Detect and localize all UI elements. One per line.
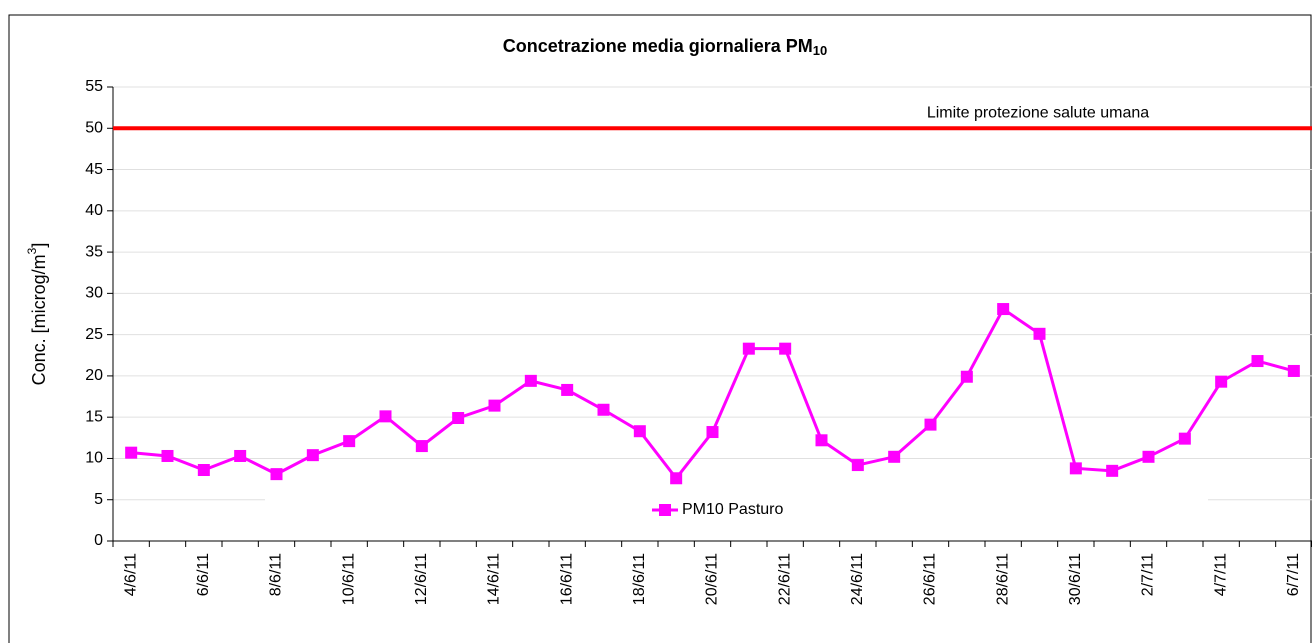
legend-label: PM10 Pasturo bbox=[682, 501, 783, 518]
title-main: Concetrazione media giornaliera PM bbox=[503, 36, 813, 56]
x-tick-label: 30/6/11 bbox=[1067, 553, 1084, 605]
data-point bbox=[815, 434, 828, 447]
limit-label: Limite protezione salute umana bbox=[927, 104, 1149, 121]
data-point bbox=[379, 410, 392, 423]
data-point bbox=[343, 435, 356, 448]
data-point bbox=[524, 374, 537, 387]
x-tick-label: 4/6/11 bbox=[122, 553, 139, 596]
data-point bbox=[197, 464, 210, 477]
data-point bbox=[1142, 450, 1155, 463]
data-point bbox=[1106, 464, 1119, 477]
data-point bbox=[125, 446, 138, 459]
y-axis-label: Conc. [microg/m3] bbox=[25, 243, 49, 386]
data-point bbox=[706, 426, 719, 439]
y-tick-label: 25 bbox=[85, 326, 103, 343]
y-tick-label: 35 bbox=[85, 243, 103, 260]
data-point bbox=[452, 412, 465, 425]
data-point bbox=[306, 449, 319, 462]
x-tick-label: 16/6/11 bbox=[558, 553, 575, 605]
title-subscript: 10 bbox=[813, 43, 827, 58]
x-tick-label: 12/6/11 bbox=[413, 553, 430, 605]
legend-box bbox=[265, 496, 1208, 524]
data-point bbox=[561, 383, 574, 396]
y-tick-label: 30 bbox=[85, 285, 103, 302]
x-tick-label: 24/6/11 bbox=[849, 553, 866, 605]
data-point bbox=[670, 472, 683, 485]
data-point bbox=[1251, 355, 1264, 368]
x-tick-label: 20/6/11 bbox=[704, 553, 721, 605]
chart-frame bbox=[8, 14, 1312, 643]
y-tick-label: 0 bbox=[94, 532, 103, 549]
chart-title: Concetrazione media giornaliera PM10 bbox=[503, 36, 828, 59]
data-point bbox=[960, 370, 973, 383]
data-point bbox=[1215, 375, 1228, 388]
x-tick-label: 14/6/11 bbox=[486, 553, 503, 605]
y-label-superscript: 3 bbox=[25, 247, 39, 254]
y-tick-label: 10 bbox=[85, 450, 103, 467]
y-label-end: ] bbox=[29, 243, 49, 248]
data-point bbox=[234, 449, 247, 462]
x-tick-label: 10/6/11 bbox=[340, 553, 357, 605]
x-tick-label: 6/7/11 bbox=[1285, 553, 1302, 596]
data-point bbox=[633, 425, 646, 438]
x-tick-label: 28/6/11 bbox=[994, 553, 1011, 605]
data-point bbox=[1069, 462, 1082, 475]
x-tick-label: 18/6/11 bbox=[631, 553, 648, 605]
x-tick-label: 4/7/11 bbox=[1212, 553, 1229, 596]
data-point bbox=[1033, 327, 1046, 340]
y-tick-label: 45 bbox=[85, 161, 103, 178]
x-tick-label: 22/6/11 bbox=[776, 553, 793, 605]
legend: PM10 Pasturo bbox=[265, 496, 1208, 524]
data-point bbox=[851, 459, 864, 472]
x-tick-label: 2/7/11 bbox=[1140, 553, 1157, 596]
data-point bbox=[270, 468, 283, 481]
y-tick-label: 5 bbox=[94, 491, 103, 508]
data-point bbox=[742, 342, 755, 355]
y-tick-label: 55 bbox=[85, 78, 103, 95]
y-tick-label: 40 bbox=[85, 202, 103, 219]
data-point bbox=[997, 303, 1010, 316]
x-tick-label: 26/6/11 bbox=[922, 553, 939, 605]
data-point bbox=[488, 399, 501, 412]
y-tick-label: 20 bbox=[85, 367, 103, 384]
data-point bbox=[161, 449, 174, 462]
y-label-main: Conc. [microg/m bbox=[29, 254, 49, 385]
y-tick-label: 50 bbox=[85, 119, 103, 136]
data-point bbox=[1287, 364, 1300, 377]
data-point bbox=[1178, 432, 1191, 445]
x-tick-label: 6/6/11 bbox=[195, 553, 212, 596]
data-point bbox=[924, 418, 937, 431]
data-point bbox=[888, 450, 901, 463]
data-point bbox=[779, 342, 792, 355]
data-point bbox=[597, 403, 610, 416]
x-tick-label: 8/6/11 bbox=[268, 553, 285, 596]
y-tick-label: 15 bbox=[85, 408, 103, 425]
data-point bbox=[415, 440, 428, 453]
legend-marker bbox=[659, 504, 671, 516]
